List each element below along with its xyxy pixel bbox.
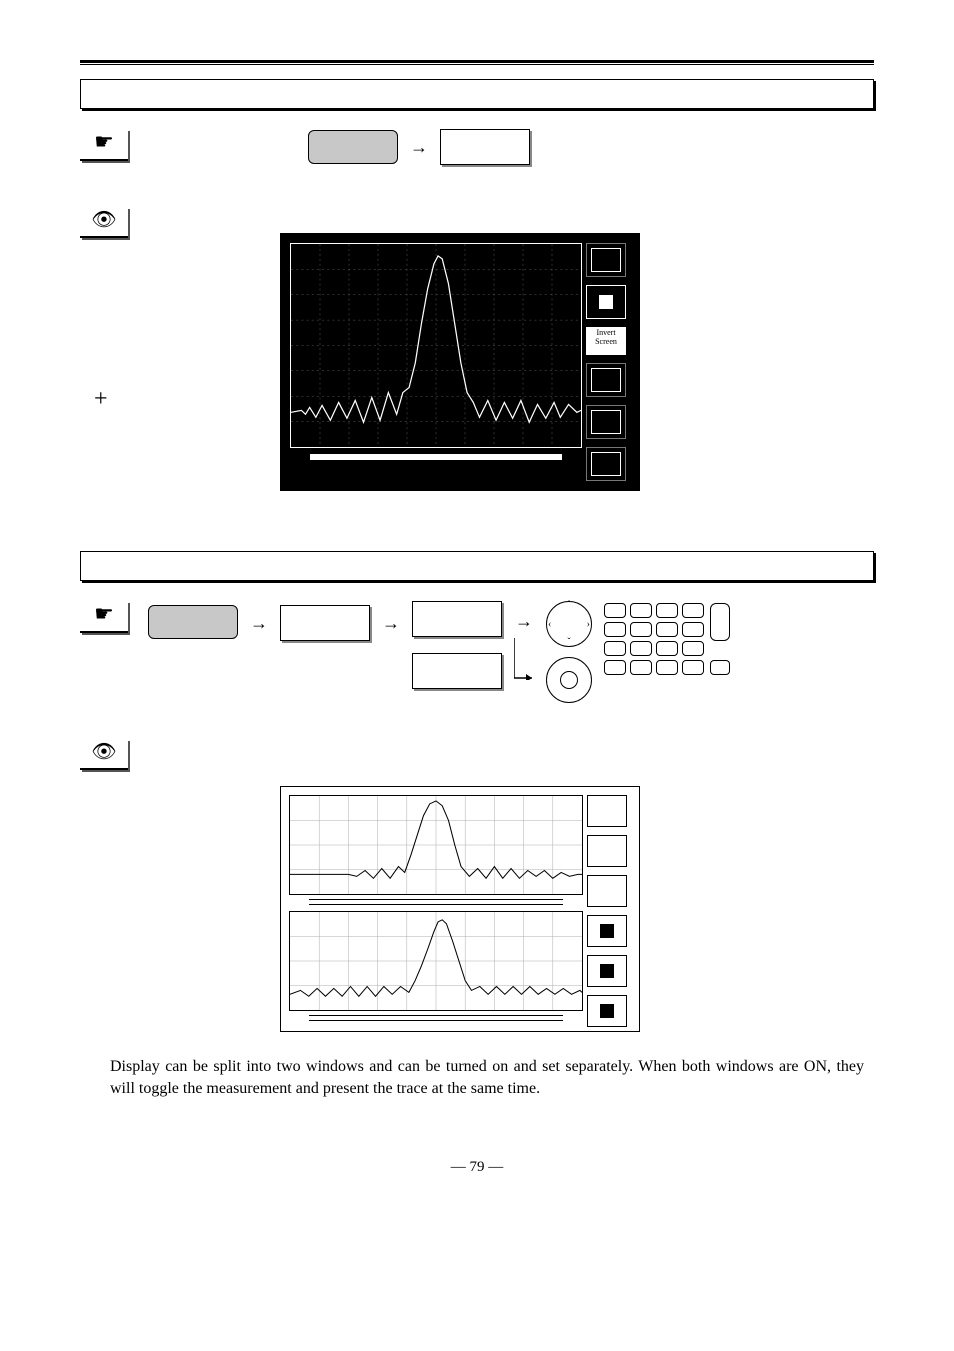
- section-header-box-1: [80, 79, 874, 109]
- hand-icon: ☛: [80, 601, 128, 633]
- flow-2: → → → ˆ ˇ ‹ ›: [148, 601, 730, 703]
- softkey-light-2[interactable]: [587, 835, 627, 867]
- page-number: ― 79 ―: [80, 1159, 874, 1176]
- procedure-row-hand-1: ☛ →: [80, 129, 874, 165]
- hardkey-button-2[interactable]: [148, 605, 238, 639]
- softkey-dark-2[interactable]: [586, 285, 626, 319]
- softkey-button-3b[interactable]: [412, 653, 502, 689]
- dark-scope-softkeys: Invert Screen: [586, 243, 632, 481]
- softkey-button-2[interactable]: [280, 605, 370, 641]
- flow-1: →: [308, 129, 530, 165]
- softkey-dark-4[interactable]: [586, 405, 626, 439]
- softkey-light-1[interactable]: [587, 795, 627, 827]
- arrow-icon: →: [515, 611, 533, 632]
- eye-icon: 👁: [80, 207, 128, 238]
- dark-scope-scrollbar[interactable]: [310, 454, 562, 460]
- nav-knob[interactable]: ˆ ˇ ‹ ›: [546, 601, 592, 647]
- keypad-key-back[interactable]: [710, 660, 730, 675]
- softkey-dark-1[interactable]: [586, 243, 626, 277]
- softkey-light-6[interactable]: [587, 995, 627, 1027]
- invert-label-1: Invert: [596, 328, 615, 337]
- top-rule-thin: [80, 64, 874, 65]
- softkey-button-1[interactable]: [440, 129, 530, 165]
- softkey-dark-3[interactable]: [586, 363, 626, 397]
- numeric-keypad-group: [604, 603, 730, 675]
- light-chart-top: [290, 796, 582, 894]
- top-rule-thick: [80, 60, 874, 63]
- arrow-icon: →: [250, 613, 268, 634]
- arrow-icon: →: [382, 613, 400, 634]
- section-header-box-2: [80, 551, 874, 581]
- softkey-dark-5[interactable]: [586, 447, 626, 481]
- softkey-light-4[interactable]: [587, 915, 627, 947]
- plus-icon: +: [80, 266, 110, 413]
- light-scope-softkeys: [587, 795, 633, 1027]
- body-paragraph: Display can be split into two windows an…: [110, 1056, 864, 1099]
- procedure-row-hand-2: ☛ → → → ˆ ˇ ‹ ›: [80, 601, 874, 703]
- softkey-button-3a[interactable]: [412, 601, 502, 637]
- procedure-row-eye-2: 👁: [80, 739, 874, 770]
- rotary-knob[interactable]: [546, 657, 592, 703]
- softkey-light-3[interactable]: [587, 875, 627, 907]
- hardkey-button-1[interactable]: [308, 130, 398, 164]
- hand-icon: ☛: [80, 129, 128, 161]
- softkey-invert-screen[interactable]: Invert Screen: [586, 327, 626, 355]
- flow-branch: [412, 601, 502, 689]
- light-chart-bottom: [290, 912, 582, 1010]
- light-scope-screen: [280, 786, 640, 1032]
- softkey-light-5[interactable]: [587, 955, 627, 987]
- invert-label-2: Screen: [595, 337, 617, 346]
- dark-scope-screen: Invert Screen: [280, 233, 640, 491]
- light-scope-scrollbar-2[interactable]: [309, 1015, 563, 1021]
- numeric-keypad[interactable]: [604, 603, 704, 675]
- keypad-key-tall[interactable]: [710, 603, 730, 641]
- eye-icon: 👁: [80, 739, 128, 770]
- dark-chart: [291, 244, 581, 447]
- arrow-icon: →: [410, 137, 428, 158]
- branch-connector: [514, 638, 534, 680]
